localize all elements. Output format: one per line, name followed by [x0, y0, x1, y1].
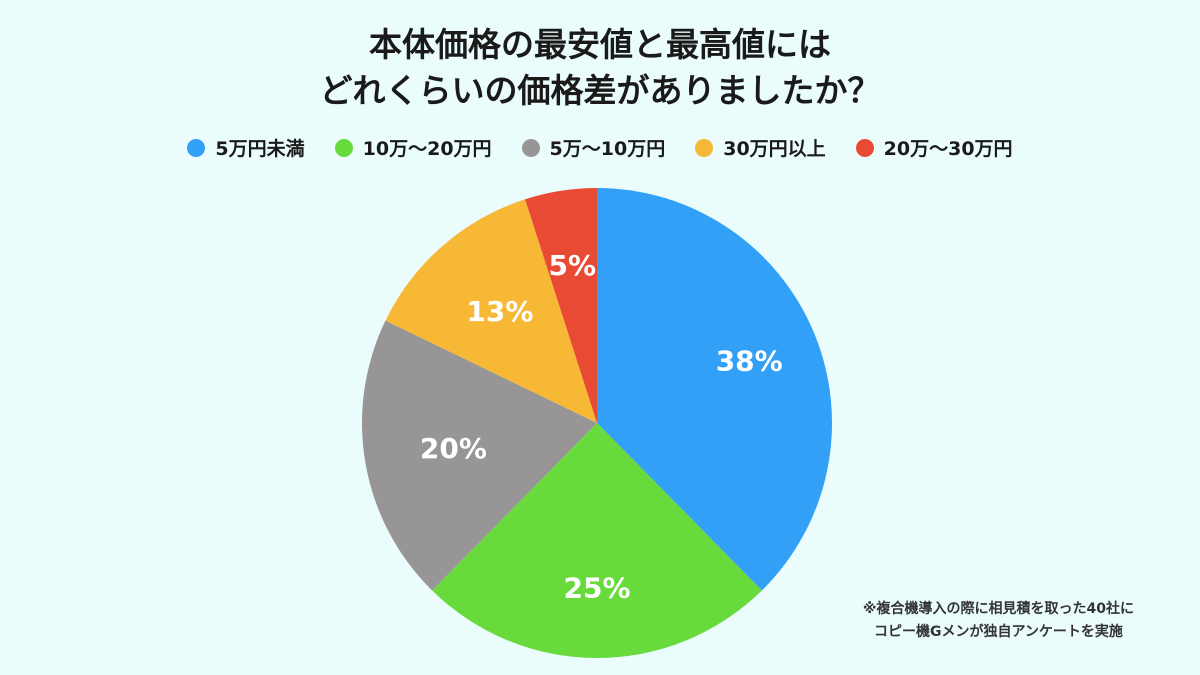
slice-value-label: 13%	[466, 295, 533, 328]
legend-item: 5万〜10万円	[521, 134, 666, 161]
legend-item: 10万〜20万円	[334, 134, 492, 161]
legend-swatch	[695, 138, 714, 157]
pie-slice	[597, 188, 832, 591]
footnote-line-1: ※複合機導入の際に相見積を取った40社に	[862, 601, 1134, 617]
legend-swatch	[855, 138, 874, 157]
legend-label: 5万円未満	[215, 138, 305, 160]
legend-label: 20万〜30万円	[883, 138, 1013, 160]
footnote-line-2: コピー機Gメンが独自アンケートを実施	[873, 624, 1123, 640]
legend-item: 20万〜30万円	[855, 134, 1013, 161]
pie-slice	[432, 423, 762, 658]
legend-item: 30万円以上	[695, 134, 826, 161]
pie-slice	[385, 199, 597, 423]
slice-value-label: 38%	[716, 345, 783, 378]
title-line-2: どれくらいの価格差がありましたか？	[319, 71, 881, 110]
legend-swatch	[187, 138, 206, 157]
legend-label: 10万〜20万円	[362, 138, 492, 160]
slice-value-label: 5%	[548, 249, 596, 282]
legend-swatch	[521, 138, 540, 157]
chart-title: 本体価格の最安値と最高値には どれくらいの価格差がありましたか？	[0, 22, 1200, 114]
legend-item: 5万円未満	[187, 134, 305, 161]
pie-slice	[362, 320, 597, 591]
legend: 5万円未満 10万〜20万円 5万〜10万円 30万円以上 20万〜30万円	[0, 134, 1200, 161]
legend-label: 5万〜10万円	[549, 138, 666, 160]
footnote: ※複合機導入の際に相見積を取った40社に コピー機Gメンが独自アンケートを実施	[863, 598, 1134, 644]
legend-label: 30万円以上	[723, 138, 826, 160]
slice-value-label: 20%	[420, 432, 487, 465]
title-line-1: 本体価格の最安値と最高値には	[369, 25, 831, 64]
slice-value-label: 25%	[563, 572, 630, 605]
pie-slice	[525, 188, 597, 423]
legend-swatch	[334, 138, 353, 157]
